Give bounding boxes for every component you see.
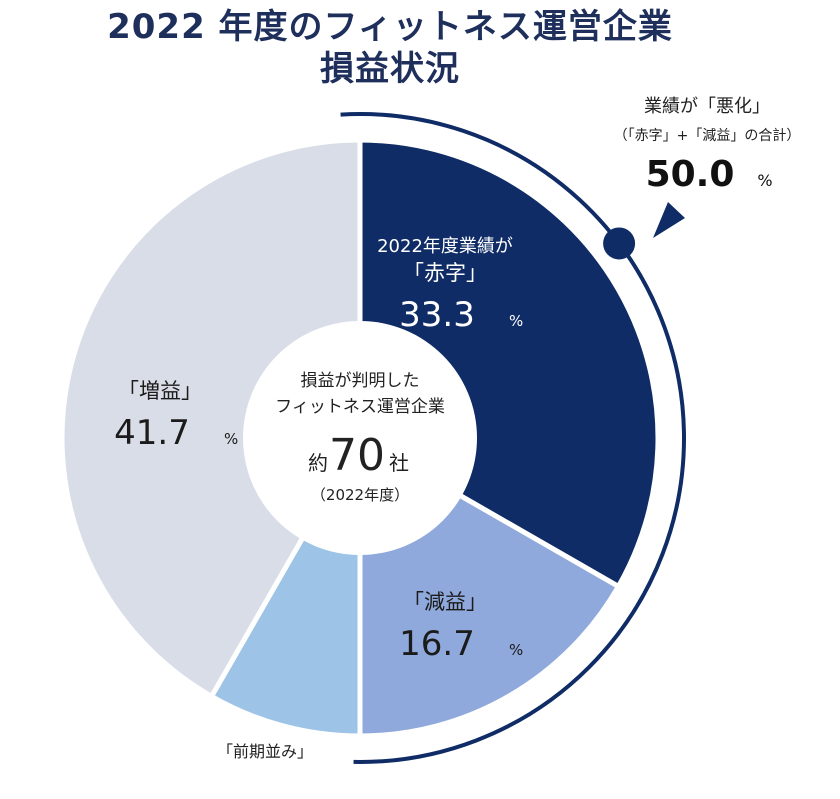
callout: 業績が「悪化」 （「赤字」+「減益」の合計） 50.0 % <box>614 96 801 238</box>
callout-dot <box>603 227 636 260</box>
callout-value: 50.0 <box>646 154 735 195</box>
slice-label: 「減益」 <box>403 590 487 614</box>
pie-slice <box>59 137 363 700</box>
slice-labels: 2022年度業績が「赤字」 33.3 % 「減益」 16.7 % 「前期並み」 「増益」 41.… <box>114 236 523 761</box>
callout-title: 業績が「悪化」 <box>644 96 770 117</box>
slice-unit-label: % <box>224 430 238 448</box>
donut-hole <box>243 321 477 555</box>
callout-subtitle: （「赤字」+「減益」の合計） <box>614 127 801 144</box>
slice-unit-label: % <box>509 641 523 659</box>
slice-label: 2022年度業績が <box>377 236 513 257</box>
callout-unit: % <box>757 171 772 190</box>
slice-label: 「前期並み」 <box>217 742 313 761</box>
slice-unit-label: % <box>509 312 523 330</box>
center-sub: （2022年度） <box>311 486 409 504</box>
slice-label: 「増益」 <box>118 379 202 403</box>
center-line2: フィットネス運営企業 <box>275 397 445 417</box>
callout-bracket-arc <box>340 112 686 764</box>
center-suffix: 社 <box>389 451 409 475</box>
center-number: 70 <box>329 430 385 481</box>
slice-label: 「赤字」 <box>403 261 487 285</box>
chart-slices <box>59 137 661 739</box>
callout-arc <box>340 112 686 764</box>
slice-value-label: 16.7 <box>399 624 475 664</box>
center-prefix: 約 <box>308 451 328 475</box>
chart-title: 2022 年度のフィットネス運営企業 損益状況 <box>0 6 840 90</box>
slice-value-label: 41.7 <box>114 413 190 453</box>
slice-value-label: 33.3 <box>399 295 475 335</box>
center-label: 損益が判明した フィットネス運営企業 約 70 社 （2022年度） <box>275 371 445 504</box>
callout-pointer <box>653 202 685 238</box>
center-line1: 損益が判明した <box>301 371 420 391</box>
chart-title-line2: 損益状況 <box>320 49 460 89</box>
chart-title-line1: 2022 年度のフィットネス運営企業 <box>107 7 673 47</box>
